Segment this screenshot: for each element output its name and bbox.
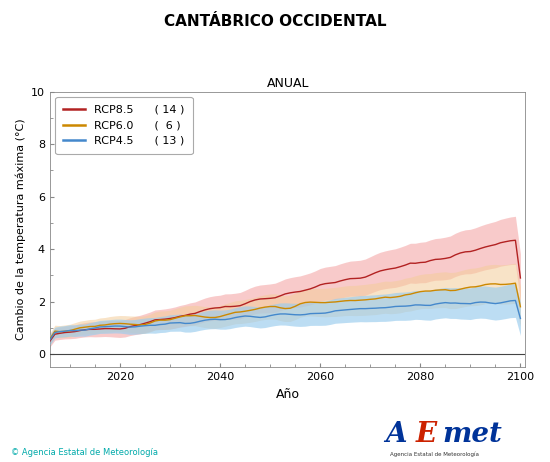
Text: © Agencia Estatal de Meteorología: © Agencia Estatal de Meteorología xyxy=(11,449,158,457)
Title: ANUAL: ANUAL xyxy=(266,77,309,91)
Text: A: A xyxy=(385,421,406,448)
Text: met: met xyxy=(443,421,503,448)
Text: CANTÁBRICO OCCIDENTAL: CANTÁBRICO OCCIDENTAL xyxy=(164,14,386,29)
Legend: RCP8.5      ( 14 ), RCP6.0      (  6 ), RCP4.5      ( 13 ): RCP8.5 ( 14 ), RCP6.0 ( 6 ), RCP4.5 ( 13… xyxy=(56,97,192,154)
Text: E: E xyxy=(415,421,436,448)
Y-axis label: Cambio de la temperatura máxima (°C): Cambio de la temperatura máxima (°C) xyxy=(15,119,25,340)
X-axis label: Año: Año xyxy=(276,388,300,401)
Text: Agencia Estatal de Meteorología: Agencia Estatal de Meteorología xyxy=(390,452,480,457)
